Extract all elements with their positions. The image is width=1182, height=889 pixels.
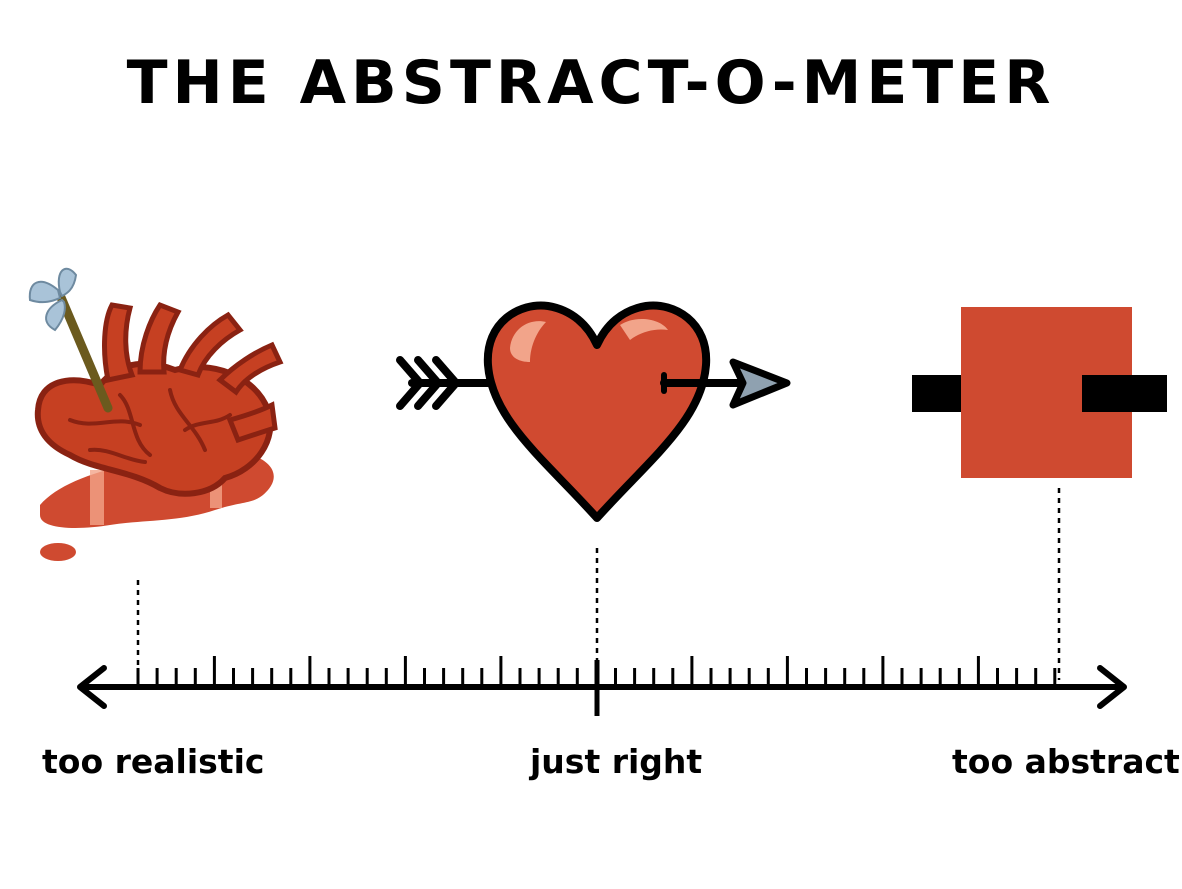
arrow-bar-left — [912, 375, 964, 412]
arrow-shaft — [55, 290, 113, 413]
realistic-heart-with-arrow-icon — [28, 267, 284, 561]
arrow-feather — [28, 267, 78, 332]
cartoon-heart-with-arrow-icon — [396, 301, 791, 522]
axis-ticks — [136, 656, 1057, 687]
vessel-1 — [102, 302, 136, 383]
page-title: THE ABSTRACT-O-METER — [126, 48, 1056, 118]
blood-drop — [40, 543, 76, 561]
arrow-bar-right — [1082, 375, 1167, 412]
vessel-2 — [137, 301, 182, 375]
cartoon-heart — [483, 301, 711, 522]
label-just-right: just right — [530, 742, 703, 781]
scale-axis — [77, 656, 1127, 716]
abstract-square-heart-icon — [912, 307, 1167, 478]
label-too-realistic: too realistic — [42, 742, 265, 781]
arrow-head — [729, 358, 791, 409]
axis-arrow-right — [1097, 665, 1127, 709]
vessel-5 — [226, 401, 278, 444]
vessel-3 — [176, 311, 244, 379]
vein-lines — [68, 388, 232, 464]
vessel-4 — [216, 341, 284, 396]
label-too-abstract: too abstract — [952, 742, 1180, 781]
heart-highlight — [510, 318, 668, 362]
axis-arrow-left — [77, 665, 107, 709]
